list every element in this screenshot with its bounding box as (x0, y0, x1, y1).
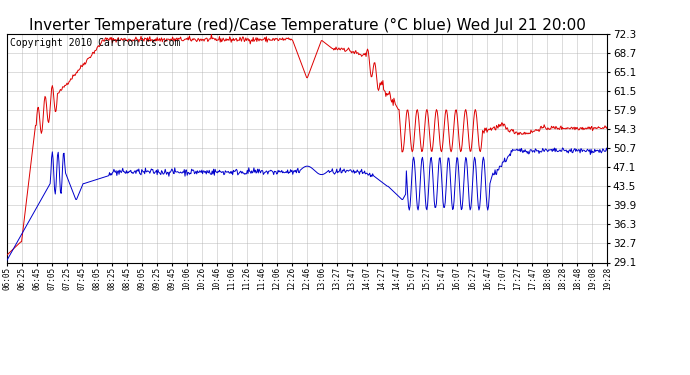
Title: Inverter Temperature (red)/Case Temperature (°C blue) Wed Jul 21 20:00: Inverter Temperature (red)/Case Temperat… (28, 18, 586, 33)
Text: Copyright 2010 Cartronics.com: Copyright 2010 Cartronics.com (10, 38, 180, 48)
